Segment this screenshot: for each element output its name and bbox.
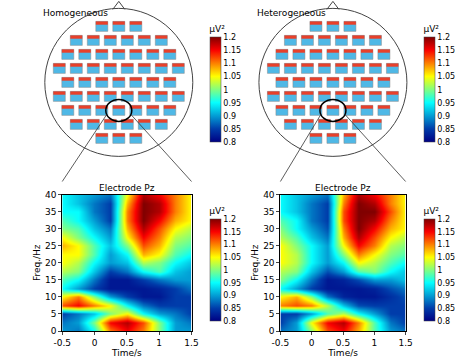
svg-text:25: 25: [45, 241, 56, 251]
svg-text:0.9: 0.9: [223, 291, 236, 300]
svg-text:-0.5: -0.5: [53, 338, 71, 348]
svg-text:μV²: μV²: [209, 24, 225, 34]
svg-text:0.8: 0.8: [223, 138, 236, 147]
svg-text:Freq./Hz: Freq./Hz: [250, 244, 260, 281]
svg-text:Electrode Pz: Electrode Pz: [99, 183, 155, 193]
svg-text:0.9: 0.9: [223, 112, 236, 121]
svg-text:1.1: 1.1: [223, 59, 236, 68]
svg-text:0: 0: [309, 338, 315, 348]
svg-text:10: 10: [45, 292, 57, 302]
svg-text:0.5: 0.5: [120, 338, 134, 348]
svg-text:Homogeneous: Homogeneous: [43, 8, 108, 18]
svg-text:1.2: 1.2: [223, 33, 236, 42]
svg-text:35: 35: [45, 207, 56, 217]
svg-text:5: 5: [51, 309, 57, 319]
svg-text:1.2: 1.2: [437, 215, 450, 224]
svg-text:15: 15: [45, 275, 56, 285]
svg-text:1.05: 1.05: [437, 253, 455, 262]
svg-text:0: 0: [51, 326, 57, 336]
svg-text:1.15: 1.15: [437, 228, 455, 237]
svg-text:1.15: 1.15: [437, 46, 455, 55]
svg-text:1.15: 1.15: [223, 228, 241, 237]
svg-text:Heterogeneous: Heterogeneous: [257, 8, 326, 18]
svg-text:0.5: 0.5: [336, 338, 350, 348]
svg-text:Time/s: Time/s: [327, 348, 358, 358]
svg-text:10: 10: [263, 292, 275, 302]
svg-text:0.95: 0.95: [437, 279, 455, 288]
svg-text:20: 20: [45, 258, 57, 268]
svg-text:1: 1: [223, 266, 228, 275]
svg-text:Electrode Pz: Electrode Pz: [315, 183, 371, 193]
svg-text:0: 0: [269, 326, 275, 336]
svg-text:1.1: 1.1: [437, 59, 450, 68]
svg-text:40: 40: [263, 190, 275, 200]
svg-text:0.8: 0.8: [223, 317, 236, 326]
svg-text:1.1: 1.1: [437, 240, 450, 249]
svg-text:1: 1: [371, 338, 377, 348]
svg-text:5: 5: [269, 309, 275, 319]
svg-text:0.85: 0.85: [223, 125, 241, 134]
svg-text:1.1: 1.1: [223, 240, 236, 249]
svg-text:μV²: μV²: [423, 24, 439, 34]
svg-text:μV²: μV²: [209, 206, 225, 216]
svg-text:1.5: 1.5: [398, 338, 412, 348]
svg-text:1: 1: [437, 266, 442, 275]
svg-text:1.05: 1.05: [437, 72, 455, 81]
svg-text:0.95: 0.95: [223, 99, 241, 108]
svg-text:30: 30: [263, 224, 275, 234]
svg-text:1: 1: [437, 86, 442, 95]
svg-text:20: 20: [263, 258, 275, 268]
svg-text:0.9: 0.9: [437, 291, 450, 300]
svg-text:0.95: 0.95: [437, 99, 455, 108]
svg-text:15: 15: [263, 275, 274, 285]
svg-text:-0.5: -0.5: [272, 338, 290, 348]
svg-text:0.8: 0.8: [437, 138, 450, 147]
svg-text:40: 40: [45, 190, 57, 200]
svg-text:0.8: 0.8: [437, 317, 450, 326]
svg-text:1.15: 1.15: [223, 46, 241, 55]
svg-text:1.2: 1.2: [223, 215, 236, 224]
svg-text:μV²: μV²: [423, 206, 439, 216]
svg-text:0.85: 0.85: [437, 304, 455, 313]
svg-text:30: 30: [45, 224, 57, 234]
svg-text:0.9: 0.9: [437, 112, 450, 121]
svg-text:1.05: 1.05: [223, 253, 241, 262]
svg-text:1.2: 1.2: [437, 33, 450, 42]
svg-text:0.95: 0.95: [223, 279, 241, 288]
svg-text:25: 25: [263, 241, 274, 251]
svg-text:1.05: 1.05: [223, 72, 241, 81]
svg-text:0: 0: [92, 338, 98, 348]
svg-text:0.85: 0.85: [223, 304, 241, 313]
svg-text:Freq./Hz: Freq./Hz: [32, 244, 42, 281]
svg-text:Time/s: Time/s: [111, 348, 142, 358]
svg-text:1: 1: [156, 338, 162, 348]
svg-text:1.5: 1.5: [184, 338, 198, 348]
svg-text:35: 35: [263, 207, 274, 217]
svg-text:0.85: 0.85: [437, 125, 455, 134]
svg-text:1: 1: [223, 86, 228, 95]
